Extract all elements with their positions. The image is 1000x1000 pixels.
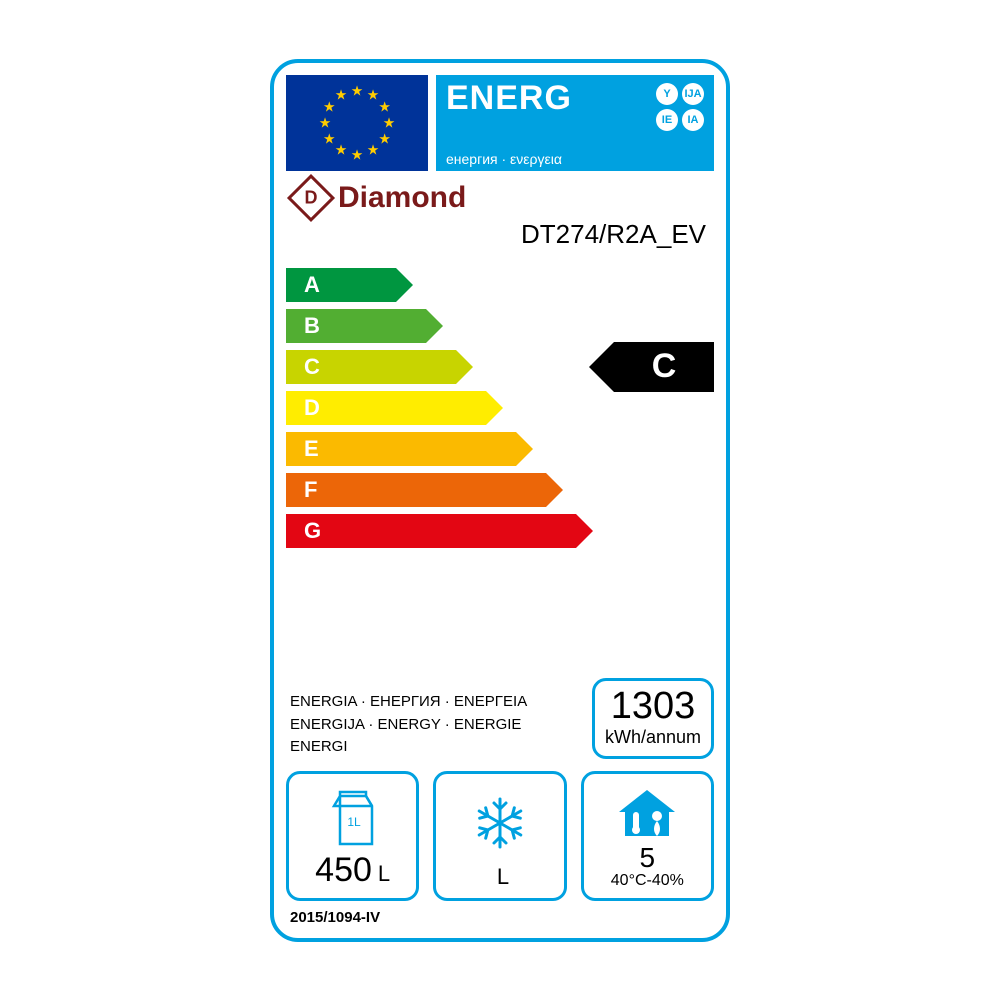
energia-line: ENERGIJA · ENERGY · ENERGIE	[290, 714, 527, 737]
fresh-unit: L	[378, 861, 390, 887]
regulation-ref: 2015/1094-IV	[286, 909, 714, 926]
brand-logo-icon	[287, 173, 335, 221]
spec-row: 1L 450 L L	[286, 771, 714, 901]
consumption-value: 1303	[601, 687, 705, 725]
scale-row-g: G	[286, 514, 593, 548]
header-row: ★★★★★★★★★★★★ ENERG YIJAIEIA енергия · εν…	[286, 75, 714, 171]
rating-pointer-head-icon	[589, 342, 614, 392]
energy-word: ENERG	[446, 81, 572, 115]
energy-subtitle: енергия · ενεργεια	[446, 151, 704, 167]
scale-row-e: E	[286, 432, 533, 466]
rating-letter: C	[614, 342, 714, 392]
snowflake-icon	[442, 782, 557, 864]
scale-row-c: C	[286, 350, 473, 384]
energy-title-box: ENERG YIJAIEIA енергия · ενεργεια	[436, 75, 714, 171]
scale-row-f: F	[286, 473, 563, 507]
energia-line: ENERGI	[290, 736, 527, 759]
brand-name: Diamond	[338, 181, 466, 215]
consumption-row: ENERGIA · ЕНЕРГИЯ · ΕΝΕΡΓΕΙΑ ENERGIJA · …	[286, 678, 714, 759]
fresh-volume-box: 1L 450 L	[286, 771, 419, 901]
lang-badge: Y	[656, 83, 678, 105]
lang-badge: IA	[682, 109, 704, 131]
frozen-unit: L	[497, 864, 509, 890]
energia-line: ENERGIA · ЕНЕРГИЯ · ΕΝΕΡΓΕΙΑ	[290, 691, 527, 714]
climate-detail: 40°C-40%	[590, 872, 705, 890]
milk-carton-icon: 1L	[295, 782, 410, 851]
annual-consumption-box: 1303 kWh/annum	[592, 678, 714, 759]
carton-label: 1L	[347, 815, 361, 829]
efficiency-scale: C ABCDEFG	[286, 268, 714, 558]
scale-row-a: A	[286, 268, 413, 302]
lang-badge: IJA	[682, 83, 704, 105]
energy-label: ★★★★★★★★★★★★ ENERG YIJAIEIA енергия · εν…	[270, 59, 730, 942]
house-climate-icon	[590, 782, 705, 844]
climate-class: 5	[590, 844, 705, 872]
energia-multilang: ENERGIA · ЕНЕРГИЯ · ΕΝΕΡΓΕΙΑ ENERGIJA · …	[286, 691, 527, 759]
fresh-value: 450	[315, 851, 372, 890]
eu-flag-icon: ★★★★★★★★★★★★	[286, 75, 428, 171]
frozen-volume-box: L	[433, 771, 566, 901]
rating-pointer: C	[589, 342, 714, 392]
scale-row-d: D	[286, 391, 503, 425]
model-number: DT274/R2A_EV	[286, 219, 706, 250]
lang-badge: IE	[656, 109, 678, 131]
climate-class-box: 5 40°C-40%	[581, 771, 714, 901]
consumption-unit: kWh/annum	[601, 727, 705, 748]
brand-row: Diamond	[294, 181, 714, 215]
language-badges: YIJAIEIA	[656, 83, 704, 131]
scale-row-b: B	[286, 309, 443, 343]
